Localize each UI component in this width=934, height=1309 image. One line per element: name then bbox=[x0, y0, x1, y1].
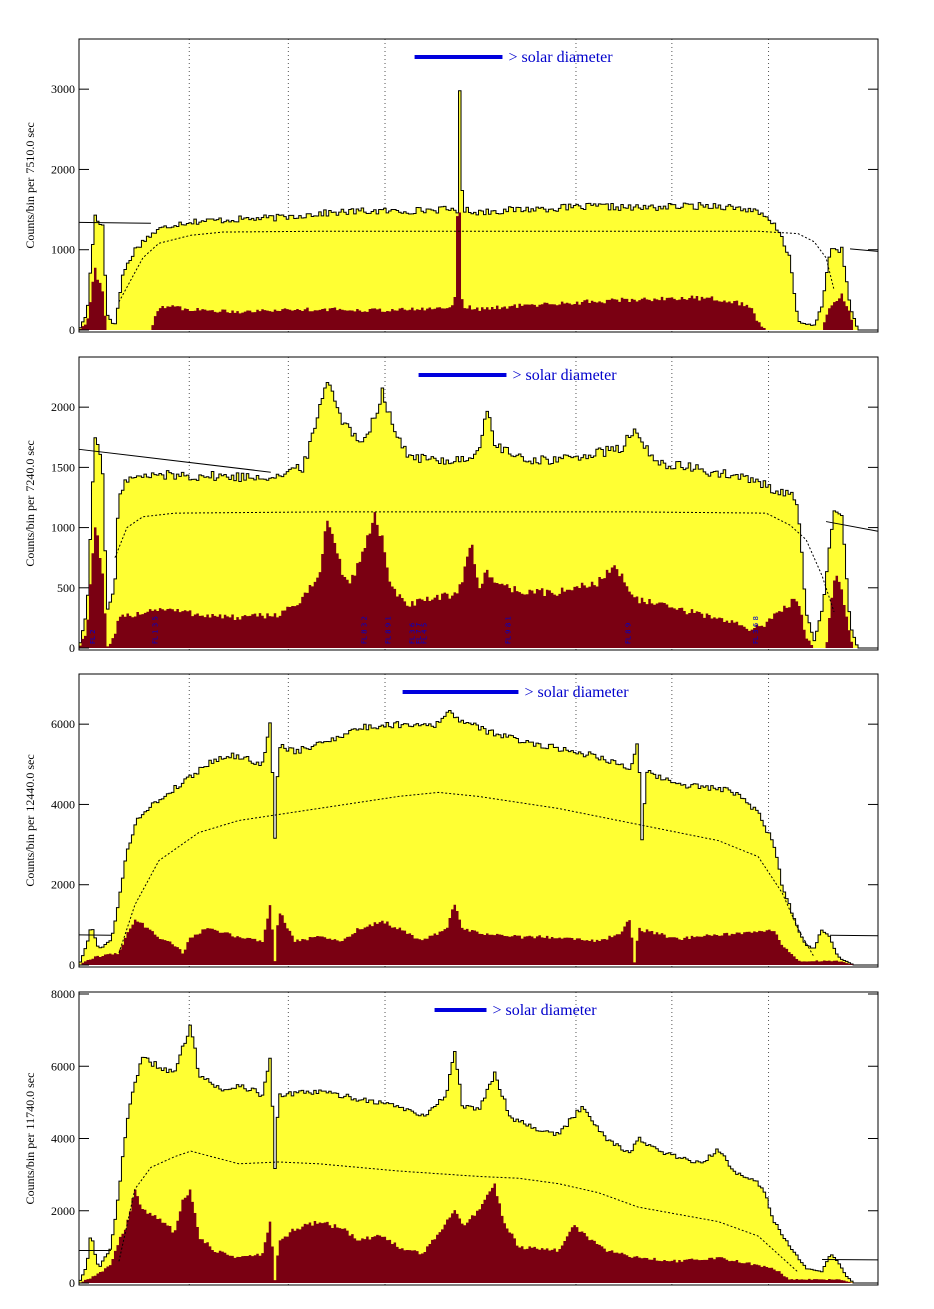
chart-panel-1: 0 1000 2000 3000 Counts/bin per 7510.0 sec > s… bbox=[23, 38, 879, 337]
background-fit-line-2 bbox=[825, 521, 879, 532]
chart-panel-2: FL 2 FL 1 3 5 FL 8 3 2 FL 8 9 1 FL 3 6FL 7 7… bbox=[23, 356, 879, 655]
background-counts-area bbox=[79, 512, 878, 648]
flare-label: FL 8 3 2 bbox=[361, 616, 369, 644]
flare-label: FL 4 5 bbox=[421, 623, 429, 644]
chart-panel-3: 0 2000 4000 6000 Counts/bin per 12440.0 sec > … bbox=[23, 673, 879, 972]
y-axis-label: Counts/bin per 7510.0 sec bbox=[23, 122, 37, 248]
y-axis-label-time: 11740.0 sec bbox=[23, 1073, 37, 1130]
y-tick-label: 2000 bbox=[51, 878, 75, 892]
plot-frame bbox=[78, 38, 879, 333]
total-counts-outline bbox=[78, 1024, 878, 1284]
y-axis-label-time: 7240.0 sec bbox=[23, 440, 37, 491]
y-tick-label: 2000 bbox=[51, 162, 75, 176]
background-counts-area bbox=[79, 1183, 878, 1283]
y-tick-label: 8000 bbox=[51, 987, 75, 1001]
background-counts-area bbox=[79, 904, 878, 965]
plot-frame bbox=[78, 673, 879, 968]
solar-diameter-label: > solar diameter bbox=[508, 49, 613, 66]
y-tick-label: 4000 bbox=[51, 1132, 75, 1146]
y-axis-label-prefix: Counts/bin per bbox=[23, 1133, 37, 1204]
flare-label: FL 7 7 bbox=[415, 623, 423, 644]
y-axis-label-prefix: Counts/bin per bbox=[23, 816, 37, 887]
y-tick-label: 0 bbox=[69, 323, 75, 337]
total-counts-outline bbox=[78, 381, 878, 649]
y-axis-label-prefix: Counts/bin per bbox=[23, 178, 37, 249]
y-tick-label: 6000 bbox=[51, 717, 75, 731]
model-profile-curve bbox=[118, 1150, 799, 1273]
model-profile-curve bbox=[118, 791, 815, 958]
y-axis-label: Counts/bin per 7240.0 sec bbox=[23, 440, 37, 566]
total-counts-outline bbox=[78, 710, 878, 966]
total-counts-area bbox=[79, 710, 878, 965]
background-fit-line-2 bbox=[849, 248, 879, 252]
y-tick-label: 0 bbox=[69, 1276, 75, 1290]
model-profile-curve bbox=[114, 511, 835, 613]
y-axis-label-prefix: Counts/bin per bbox=[23, 496, 37, 567]
total-counts-outline bbox=[78, 90, 878, 331]
y-tick-label: 1000 bbox=[51, 521, 75, 535]
model-profile-curve bbox=[118, 230, 835, 303]
y-tick-label: 1500 bbox=[51, 460, 75, 474]
y-tick-label: 6000 bbox=[51, 1059, 75, 1073]
flare-label: FL 2 bbox=[89, 629, 97, 644]
background-counts-area bbox=[79, 212, 878, 330]
y-axis-label: Counts/bin per 11740.0 sec bbox=[23, 1073, 37, 1205]
y-tick-label: 2000 bbox=[51, 400, 75, 414]
flare-label: FL 8 9 bbox=[624, 623, 632, 644]
plot-frame bbox=[78, 356, 879, 651]
total-counts-area bbox=[79, 1025, 878, 1283]
solar-diameter-label: > solar diameter bbox=[512, 367, 617, 384]
background-fit-line-1 bbox=[78, 448, 271, 473]
background-fit-line-1 bbox=[78, 221, 151, 224]
chart-panel-4: 0 2000 4000 6000 8000 Counts/bin per 11740.0 s… bbox=[23, 987, 879, 1290]
flare-label: FL 3 6 bbox=[409, 622, 417, 644]
flare-label: FL 8 9 1 bbox=[385, 616, 393, 644]
flare-label: FL 9 8 1 bbox=[504, 616, 512, 644]
y-axis-label-time: 12440.0 sec bbox=[23, 754, 37, 811]
flare-label: FL 3 6 8 bbox=[752, 616, 760, 644]
y-tick-label: 0 bbox=[69, 641, 75, 655]
y-tick-label: 2000 bbox=[51, 1204, 75, 1218]
solar-diameter-label: > solar diameter bbox=[492, 1002, 597, 1019]
y-tick-label: 500 bbox=[57, 581, 75, 595]
y-axis-label-time: 7510.0 sec bbox=[23, 122, 37, 173]
y-axis-label: Counts/bin per 12440.0 sec bbox=[23, 754, 37, 886]
y-tick-label: 0 bbox=[69, 958, 75, 972]
y-tick-label: 1000 bbox=[51, 243, 75, 257]
solar-diameter-label: > solar diameter bbox=[524, 684, 629, 701]
flare-label: FL 1 3 5 bbox=[151, 616, 159, 644]
total-counts-area bbox=[79, 382, 878, 648]
y-tick-label: 4000 bbox=[51, 797, 75, 811]
y-tick-label: 3000 bbox=[51, 82, 75, 96]
